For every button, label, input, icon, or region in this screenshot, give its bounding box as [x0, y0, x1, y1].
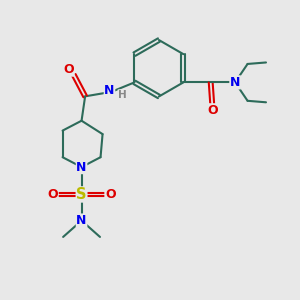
- Text: O: O: [47, 188, 58, 201]
- Text: O: O: [207, 104, 217, 117]
- Text: N: N: [104, 84, 115, 97]
- Text: N: N: [230, 76, 240, 89]
- Text: N: N: [76, 160, 87, 174]
- Text: S: S: [76, 187, 87, 202]
- Text: H: H: [118, 90, 127, 100]
- Text: O: O: [105, 188, 116, 201]
- Text: O: O: [63, 63, 74, 76]
- Text: N: N: [76, 214, 87, 227]
